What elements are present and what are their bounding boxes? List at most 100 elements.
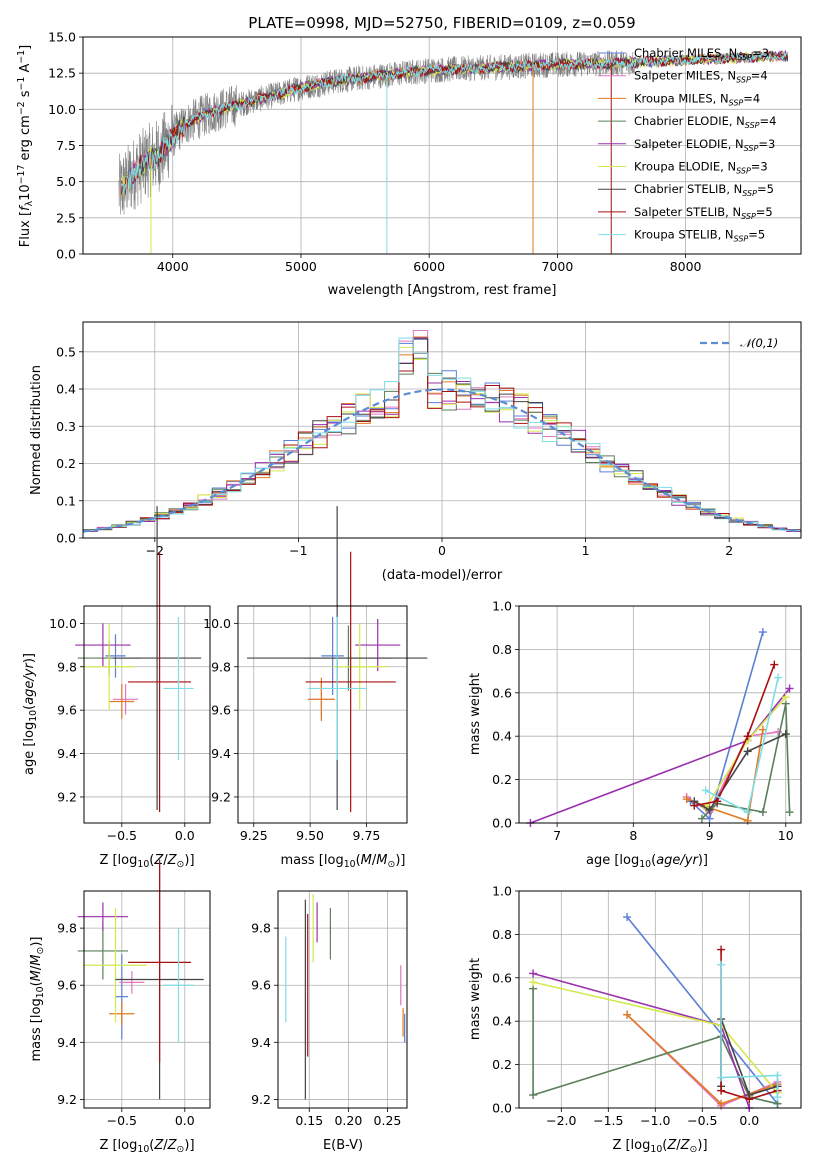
x-axis-label: mass [log10(M/M⊙)]	[281, 853, 406, 870]
y-axis-label: mass weight	[468, 958, 483, 1040]
y-tick-label: 9.4	[251, 1035, 271, 1050]
y-tick-label: 9.6	[57, 978, 77, 993]
age-vs-mass-frame	[237, 605, 408, 824]
age-vs-mass-axes: 9.25 9.50 9.75 9.2 9.4 9.6 9.8 10.0	[203, 606, 407, 843]
x-tick-label: −2.0	[546, 1113, 576, 1128]
x-axis-label: Z [log10(Z/Z⊙)]	[99, 853, 194, 870]
legend-label: Salpeter ELODIE, NSSP=3	[634, 137, 775, 153]
x-tick-label: 5000	[285, 259, 317, 274]
x-tick-label: −2	[146, 543, 164, 558]
chart-title: PLATE=0998, MJD=52750, FIBERID=0109, z=0…	[248, 14, 635, 32]
y-tick-label: 9.2	[57, 1092, 77, 1107]
age-vs-Z-axes: −0.5 0.0 9.2 9.4 9.6 9.8 10.0	[49, 606, 210, 843]
legend-label: Kroupa ELODIE, NSSP=3	[634, 160, 768, 176]
y-tick-label: 1.0	[492, 884, 512, 899]
y-tick-label: 0.2	[56, 456, 76, 471]
x-axis-label: (data-model)/error	[382, 568, 503, 583]
weight-vs-Z-frame	[518, 890, 802, 1109]
x-tick-label: 0.0	[739, 1113, 759, 1128]
weight-line	[626, 916, 779, 1105]
y-tick-label: 9.8	[57, 921, 77, 936]
x-tick-label: −1.5	[593, 1113, 623, 1128]
x-tick-label: 6000	[413, 259, 445, 274]
legend: Chabrier MILES, NSSP=3 Salpeter MILES, NS…	[598, 46, 776, 244]
x-tick-label: 7000	[541, 259, 573, 274]
y-tick-label: 0.1	[56, 493, 76, 508]
gaussian-curve	[82, 388, 802, 533]
x-tick-label: 0.15	[295, 1113, 323, 1128]
age-vs-Z-plot	[75, 506, 202, 813]
y-tick-label: 0.6	[492, 970, 512, 985]
y-tick-label: 0.0	[56, 247, 76, 262]
legend-label: 𝒩(0,1)	[740, 336, 778, 350]
x-tick-label: 0.0	[175, 1113, 195, 1128]
y-axis-label: mass [log10(M/M⊙)]	[29, 937, 46, 1062]
weight-line	[694, 664, 776, 807]
weight-line	[693, 733, 787, 812]
x-tick-label: 0.0	[175, 828, 195, 843]
y-tick-label: 0.3	[56, 419, 76, 434]
y-tick-label: 9.8	[57, 659, 77, 674]
y-tick-label: 0.8	[492, 642, 512, 657]
x-tick-label: 1	[582, 543, 590, 558]
x-tick-label: 9.50	[296, 828, 324, 843]
legend-label: Kroupa STELIB, NSSP=5	[634, 228, 765, 244]
y-axis-label: Flux [fλ10−17 erg cm−2 s−1 A−1]	[16, 45, 35, 247]
x-tick-label: −0.5	[687, 1113, 717, 1128]
mass-vs-Z-frame	[83, 890, 211, 1109]
y-tick-label: 9.4	[57, 1035, 77, 1050]
mass-vs-Z-axes: −0.5 0.0 9.2 9.4 9.6 9.8	[57, 891, 210, 1128]
x-axis-label: Z [log10(Z/Z⊙)]	[99, 1138, 194, 1155]
mass-vs-EBV-plot	[285, 893, 406, 1100]
y-axis-label: mass weight	[468, 673, 483, 755]
y-tick-label: 0.2	[492, 772, 512, 787]
legend-label: Kroupa MILES, NSSP=4	[634, 91, 760, 107]
weight-vs-age-plot	[526, 628, 794, 827]
mass-vs-Z-plot	[77, 859, 204, 1100]
weight-vs-Z-axes: −2.0 −1.5 −1.0 −0.5 0.0 0.0 0.2 0.4 0.6 0.8 1.0	[492, 884, 801, 1128]
y-tick-label: 9.8	[251, 921, 271, 936]
y-tick-label: 5.0	[56, 174, 76, 189]
y-tick-label: 0.0	[492, 1101, 512, 1116]
y-tick-label: 15.0	[48, 30, 76, 45]
x-tick-label: 2	[725, 543, 733, 558]
y-axis-label: Normed distribution	[29, 365, 44, 495]
y-tick-label: 0.4	[492, 1014, 512, 1029]
legend-label: Chabrier MILES, NSSP=3	[634, 46, 769, 62]
spectrum-frame	[82, 36, 802, 255]
y-tick-label: 9.8	[211, 659, 231, 674]
age-vs-mass-plot	[247, 506, 428, 813]
y-tick-label: 2.5	[56, 210, 76, 225]
x-axis-label: wavelength [Angstrom, rest frame]	[328, 283, 557, 298]
y-axis-label: age [log10(age/yr)]	[22, 653, 39, 775]
y-tick-label: 0.4	[492, 729, 512, 744]
y-tick-label: 0.5	[56, 344, 76, 359]
weight-vs-Z-plot	[529, 913, 782, 1112]
x-axis-label: Z [log10(Z/Z⊙)]	[612, 1138, 707, 1155]
x-tick-label: −1.0	[640, 1113, 670, 1128]
y-tick-label: 9.6	[251, 978, 271, 993]
y-tick-label: 9.4	[211, 746, 231, 761]
legend-label: Chabrier ELODIE, NSSP=4	[634, 114, 776, 130]
y-tick-label: 0.2	[492, 1057, 512, 1072]
x-tick-label: −1	[289, 543, 307, 558]
x-tick-label: 4000	[157, 259, 189, 274]
y-tick-label: 9.2	[211, 789, 231, 804]
y-tick-label: 7.5	[56, 138, 76, 153]
y-tick-label: 9.6	[57, 703, 77, 718]
x-tick-label: 10	[778, 828, 794, 843]
x-tick-label: 8	[629, 828, 637, 843]
y-tick-label: 9.2	[251, 1092, 271, 1107]
y-tick-label: 0.6	[492, 685, 512, 700]
y-tick-label: 0.0	[492, 816, 512, 831]
weight-line	[532, 972, 751, 1109]
x-axis-label: age [log10(age/yr)]	[586, 853, 708, 870]
x-tick-label: 8000	[670, 259, 702, 274]
residual-histogram	[83, 352, 801, 532]
x-tick-label: 0.25	[374, 1113, 402, 1128]
spectrum-plot	[118, 49, 789, 254]
weight-line	[686, 729, 764, 822]
x-tick-label: 0	[438, 543, 446, 558]
y-tick-label: 0.8	[492, 927, 512, 942]
residual-histogram	[83, 337, 801, 532]
